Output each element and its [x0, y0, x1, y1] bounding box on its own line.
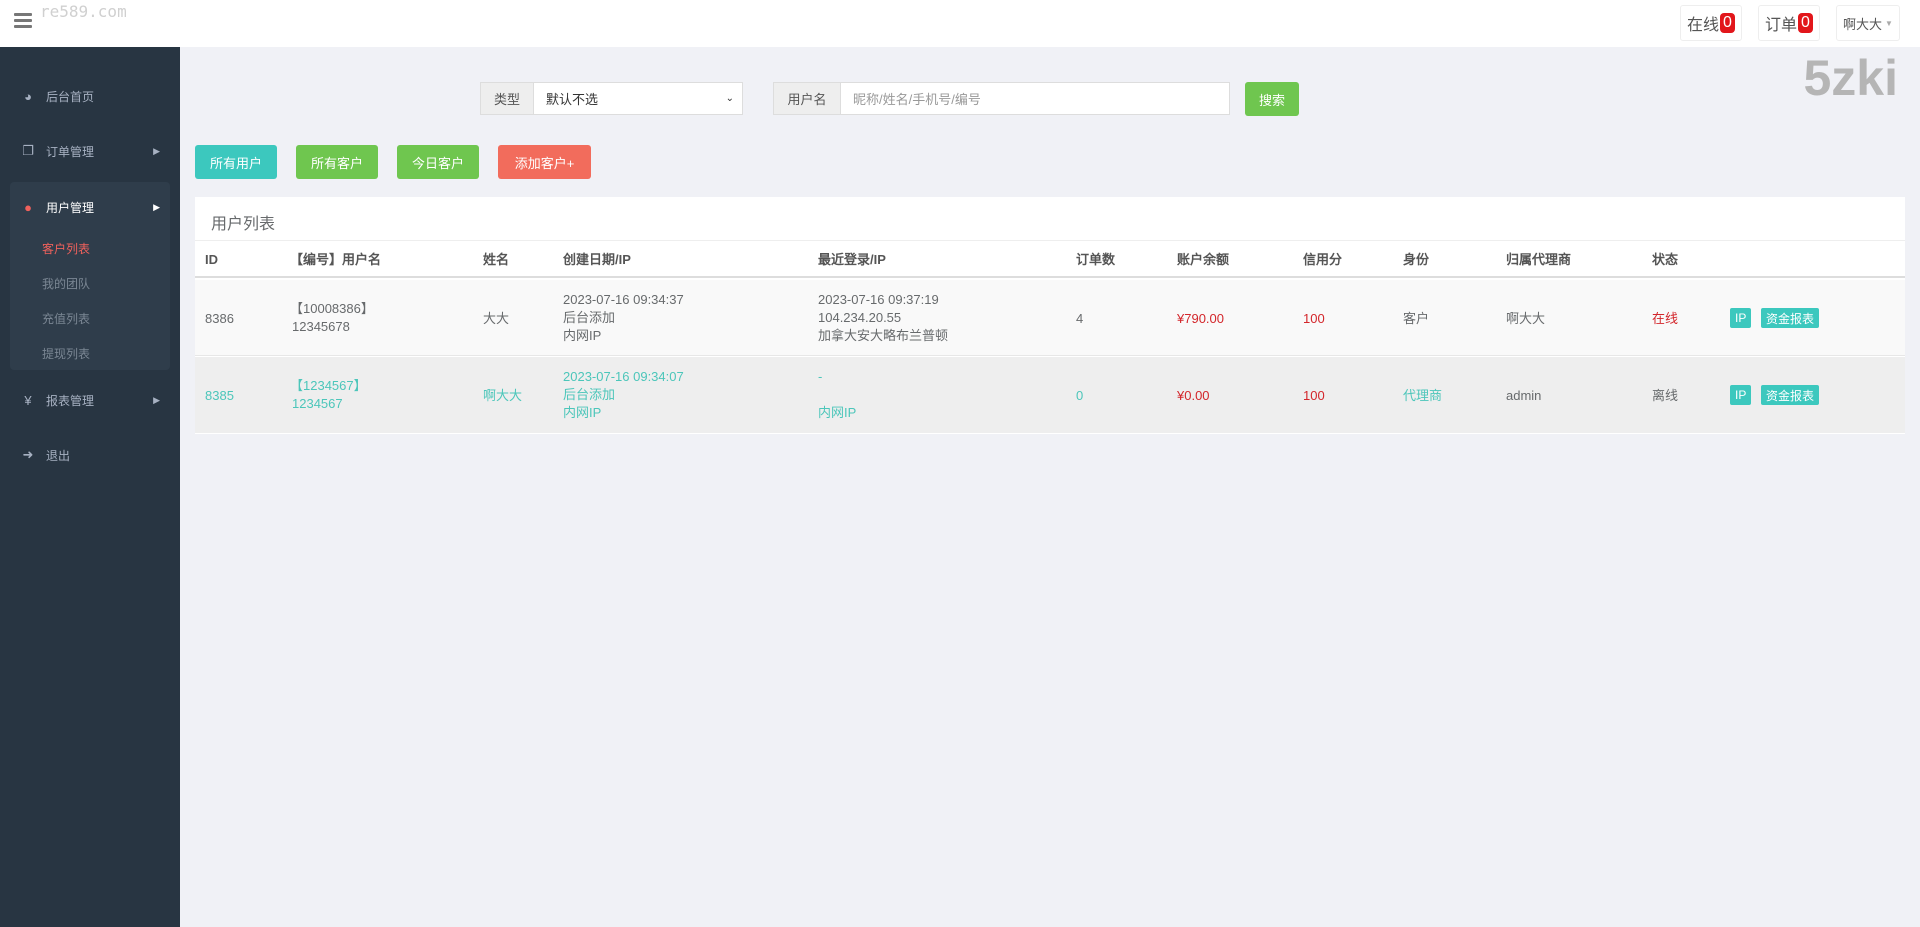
table-header: ID 【编号】用户名 姓名 创建日期/IP 最近登录/IP 订单数 账户余额 信… [195, 240, 1905, 278]
balance: ¥0.00 [1177, 388, 1210, 403]
status: 在线 [1652, 311, 1679, 326]
user-icon: ● [24, 199, 32, 215]
sidebar-sub-customer-list[interactable]: 客户列表 [42, 242, 91, 256]
order-count: 0 [1076, 388, 1084, 403]
today-customers-button[interactable]: 今日客户 [397, 145, 479, 179]
created-by: 后台添加 [563, 387, 616, 402]
sidebar-item-users[interactable]: ● 用户管理 ▶ [0, 187, 180, 227]
sidebar-item-label: 退出 [46, 448, 71, 463]
table-row: 8386 【10008386】 12345678 大大 2023-07-16 0… [195, 280, 1905, 356]
copy-icon: ❐ [22, 143, 34, 158]
watermark: re589.com [40, 2, 127, 21]
last-login-location: 内网IP [818, 405, 857, 420]
fund-report-button[interactable]: 资金报表 [1761, 308, 1820, 328]
sidebar-sub-my-team[interactable]: 我的团队 [42, 277, 91, 291]
created-ip: 内网IP [563, 328, 602, 343]
sidebar-sub-withdraw-list[interactable]: 提现列表 [42, 347, 91, 361]
status: 离线 [1652, 388, 1679, 403]
created-ip: 内网IP [563, 405, 602, 420]
table-row: 8385 【1234567】 1234567 啊大大 2023-07-16 09… [195, 357, 1905, 433]
sidebar-item-label: 报表管理 [46, 393, 95, 408]
user-id: 8386 [205, 311, 234, 326]
sidebar-item-logout[interactable]: ➜ 退出 [0, 435, 180, 475]
user-code: 【10008386】 [290, 301, 374, 316]
sign-out-icon: ➜ [22, 447, 34, 462]
chevron-down-icon: ⌄ [725, 93, 734, 104]
sidebar-item-label: 用户管理 [46, 200, 95, 215]
type-select-value: 默认不选 [546, 92, 599, 107]
sidebar: ◕ 后台首页 ❐ 订单管理 ▶ ● 用户管理 ▶ 客户列表 我的团队 充值列表 提现列表 … [0, 47, 180, 927]
column-header: 状态 [1652, 252, 1679, 267]
last-login: 2023-07-16 09:37:19 [818, 292, 939, 307]
column-header: 订单数 [1076, 252, 1116, 267]
column-header: 姓名 [483, 252, 510, 267]
created-by: 后台添加 [563, 310, 616, 325]
column-header: 【编号】用户名 [290, 252, 382, 267]
real-name: 大大 [483, 311, 510, 326]
created-date: 2023-07-16 09:34:37 [563, 292, 684, 307]
user-code: 【1234567】 [290, 378, 367, 393]
credit-score: 100 [1303, 388, 1325, 403]
user-management-group [10, 182, 170, 370]
column-header: 账户余额 [1177, 252, 1230, 267]
panel-title: 用户列表 [211, 216, 276, 233]
column-header: 身份 [1403, 252, 1430, 267]
sidebar-sub-recharge-list[interactable]: 充值列表 [42, 312, 91, 326]
agent: admin [1506, 388, 1542, 403]
top-bar: re589.com 在线 0 订单 0 啊大大 ▼ [0, 0, 1920, 47]
balance: ¥790.00 [1177, 311, 1224, 326]
user-list-panel: 用户列表 ID 【编号】用户名 姓名 创建日期/IP 最近登录/IP 订单数 账… [195, 197, 1905, 434]
username: 12345678 [292, 319, 350, 334]
last-login-ip: 104.234.20.55 [818, 310, 902, 325]
menu-toggle-icon[interactable] [14, 13, 32, 29]
created-date: 2023-07-16 09:34:07 [563, 369, 684, 384]
column-header: 创建日期/IP [563, 252, 631, 267]
type-label: 类型 [480, 82, 534, 115]
caret-down-icon: ▼ [1885, 18, 1893, 28]
all-customers-button[interactable]: 所有客户 [296, 145, 378, 179]
last-login: - [818, 369, 823, 384]
column-header: 最近登录/IP [818, 252, 886, 267]
last-login-location: 加拿大安大略布兰普顿 [818, 328, 949, 343]
search-button[interactable]: 搜索 [1245, 82, 1299, 116]
add-customer-button[interactable]: 添加客户+ [498, 145, 591, 179]
column-header: 信用分 [1303, 252, 1343, 267]
sidebar-item-label: 后台首页 [46, 89, 95, 104]
fund-report-button[interactable]: 资金报表 [1761, 385, 1820, 405]
user-name: 啊大大 [1843, 16, 1883, 32]
online-label: 在线 [1687, 17, 1720, 34]
online-count-badge: 0 [1720, 13, 1735, 33]
orders-count-badge: 0 [1798, 13, 1813, 33]
sidebar-item-orders[interactable]: ❐ 订单管理 ▶ [0, 131, 180, 171]
watermark: 5zki [1803, 50, 1898, 106]
caret-right-icon: ▶ [153, 145, 160, 156]
sidebar-item-dashboard[interactable]: ◕ 后台首页 [0, 76, 180, 116]
identity: 客户 [1403, 311, 1430, 326]
real-name: 啊大大 [483, 388, 523, 403]
ip-button[interactable]: IP [1730, 385, 1752, 405]
user-id: 8385 [205, 388, 234, 403]
ip-button[interactable]: IP [1730, 308, 1752, 328]
caret-right-icon: ▶ [153, 394, 160, 405]
identity: 代理商 [1403, 388, 1443, 403]
column-header: ID [205, 252, 218, 267]
column-header: 归属代理商 [1506, 252, 1572, 267]
orders-indicator[interactable]: 订单 0 [1758, 5, 1820, 41]
user-dropdown[interactable]: 啊大大 ▼ [1836, 5, 1900, 41]
username-label: 用户名 [773, 82, 841, 115]
username-input[interactable]: 昵称/姓名/手机号/编号 [840, 82, 1230, 115]
agent: 啊大大 [1506, 311, 1546, 326]
credit-score: 100 [1303, 311, 1325, 326]
username: 1234567 [292, 396, 343, 411]
order-count: 4 [1076, 311, 1084, 326]
yen-icon: ¥ [24, 392, 32, 408]
orders-label: 订单 [1765, 17, 1798, 34]
caret-right-icon: ▶ [153, 201, 160, 212]
online-indicator[interactable]: 在线 0 [1680, 5, 1742, 41]
all-users-button[interactable]: 所有用户 [195, 145, 277, 179]
sidebar-item-reports[interactable]: ¥ 报表管理 ▶ [0, 380, 180, 420]
dashboard-icon: ◕ [24, 88, 32, 104]
sidebar-item-label: 订单管理 [46, 144, 95, 159]
type-select[interactable]: 默认不选 ⌄ [533, 82, 743, 115]
